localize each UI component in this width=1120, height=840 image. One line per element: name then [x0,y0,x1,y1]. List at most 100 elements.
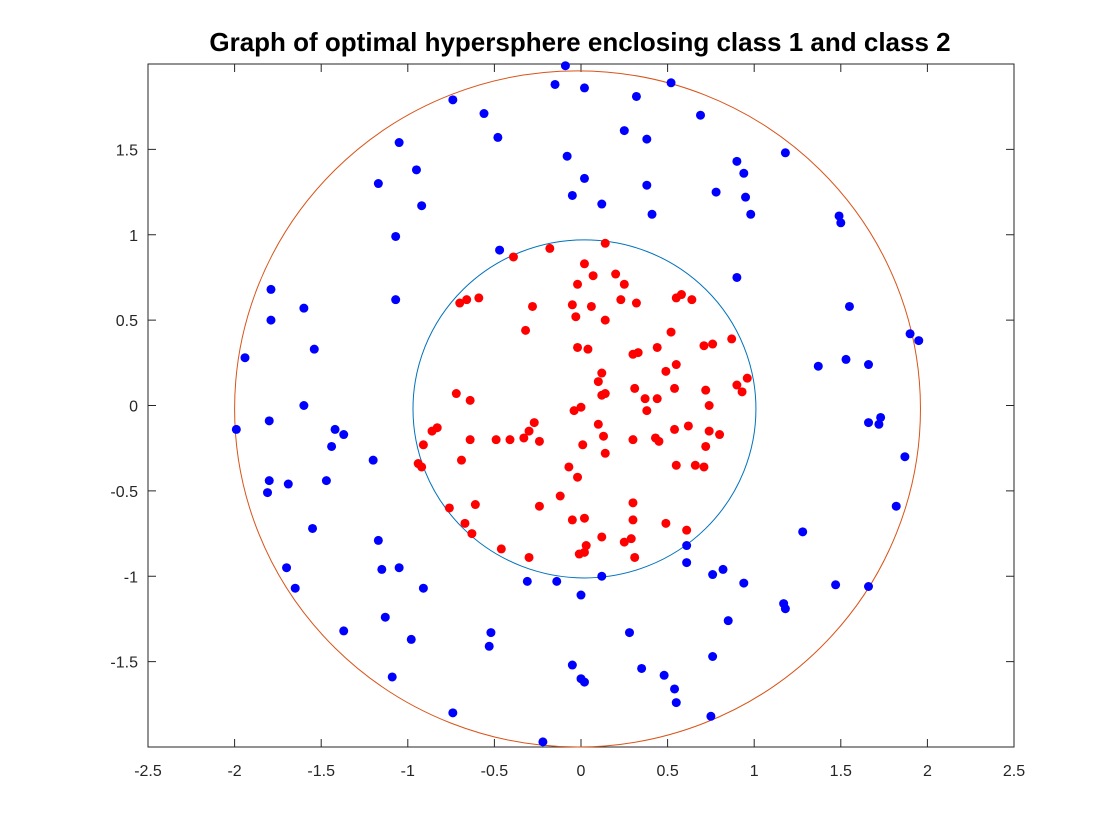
class-2-point [377,564,387,574]
class-1-point [465,435,475,445]
class-2-point [642,180,652,190]
class-1-point [528,301,538,311]
class-1-point [671,360,681,370]
class-2-point [831,580,841,590]
class-1-point [583,344,593,354]
plot-area: -2.5 -2 -1.5 -1 -0.5 0 0.5 1 1.5 2 2.5 -1.5 -1 -0.5 0 0… [110,61,1025,780]
class-1-point [727,334,737,344]
class-1-point [630,552,640,562]
class-2-point [718,564,728,574]
class-2-point [813,361,823,371]
class-2-point [327,441,337,451]
class-1-point [574,549,584,559]
class-1-point [505,435,515,445]
class-2-point [836,218,846,228]
class-2-point [671,698,681,708]
class-1-point [715,430,725,440]
class-1-point [521,325,531,335]
class-2-point [231,424,241,434]
class-1-point [652,342,662,352]
class-1-point [444,503,454,513]
class-2-point [308,523,318,533]
class-1-point [465,395,475,405]
class-2-point [739,578,749,588]
class-1-point [682,525,692,535]
class-2-point [597,571,607,581]
class-1-point [456,455,466,465]
class-2-point [484,641,494,651]
class-1-point [569,406,579,416]
class-2-point [263,488,273,498]
class-1-point [418,440,428,450]
class-2-point [330,424,340,434]
class-1-point [661,366,671,376]
class-2-point [746,209,756,219]
class-1-point [628,435,638,445]
class-2-point [834,211,844,221]
class-2-point [659,670,669,680]
y-tick-label: -0.5 [110,484,138,501]
class-2-point [448,95,458,105]
class-1-point [699,462,709,472]
class-1-point [619,279,629,289]
hypersphere-boundaries [234,70,921,748]
class-1-point [573,472,583,482]
x-tick-label: -2 [227,763,241,780]
class-2-point [391,231,401,241]
class-2-point [864,418,874,428]
class-2-point [339,430,349,440]
class-2-point [368,455,378,465]
class-2-point [624,628,634,638]
class-1-point [619,537,629,547]
x-tick-label: 1 [750,763,759,780]
class-2-point [666,78,676,88]
class-1-point [460,518,470,528]
class-1-point [683,421,693,431]
class-1-point [690,460,700,470]
class-2-point [339,626,349,636]
class-2-point [682,558,692,568]
class-2-point [579,173,589,183]
class-2-point [864,581,874,591]
class-1-point [670,424,680,434]
y-tick-label: -1 [124,569,138,586]
class-1-point [496,544,506,554]
class-2-point [631,91,641,101]
class-2-point [706,711,716,721]
class-2-point [864,360,874,370]
class-2-point [780,148,790,158]
class-2-point [642,134,652,144]
class-2-point [321,476,331,486]
axis-ticks: -2.5 -2 -1.5 -1 -0.5 0 0.5 1 1.5 2 2.5 -1.5 -1 -0.5 0 0… [110,64,1025,780]
class-1-point [701,441,711,451]
data-points [231,61,924,747]
class-2-point [522,576,532,586]
class-1-point [581,541,591,551]
class-1-point [467,529,477,539]
chart-title: Graph of optimal hypersphere enclosing c… [209,27,950,57]
class-1-points [413,238,752,562]
class-2-point [579,677,589,687]
class-1-point [666,327,676,337]
x-tick-label: -0.5 [481,763,509,780]
class-2-point [619,126,629,136]
class-2-point [240,353,250,363]
class-1-point [567,300,577,310]
class-1-point [611,269,621,279]
class-1-point [654,436,664,446]
y-tick-label: -1.5 [110,655,138,672]
class-2-point [394,138,404,148]
class-2-point [538,737,548,747]
class-2-point [264,416,274,426]
class-1-point [661,518,671,528]
class-1-point [524,552,534,562]
class-1-point [630,383,640,393]
class-2-point [550,79,560,89]
class-2-point [266,315,276,325]
class-2-point [309,344,319,354]
class-2-point [579,83,589,93]
x-tick-label: -2.5 [134,763,162,780]
class-2-point [373,535,383,545]
outer-hypersphere-circle [234,70,921,748]
